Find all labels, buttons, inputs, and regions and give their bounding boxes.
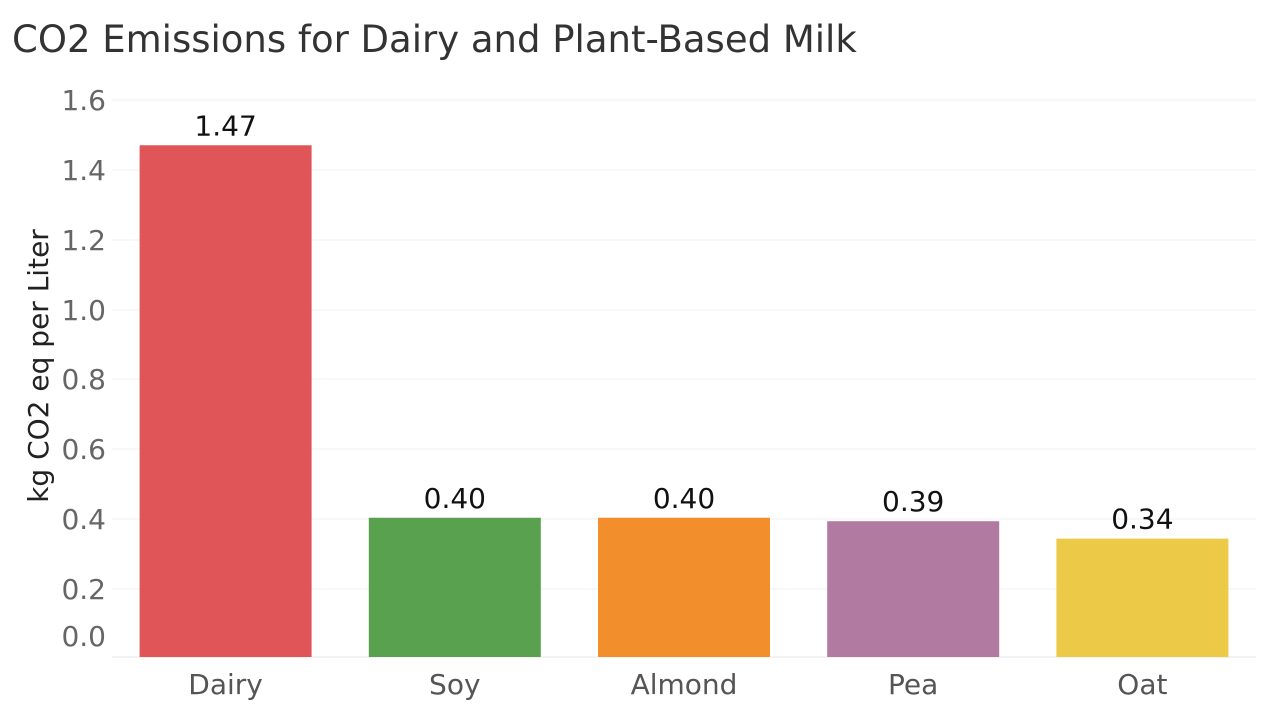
x-category-label-soy: Soy xyxy=(429,668,480,701)
bar-dairy[interactable] xyxy=(139,145,312,657)
x-category-label-dairy: Dairy xyxy=(188,668,263,701)
y-tick-label: 0.0 xyxy=(61,620,106,653)
x-category-label-pea: Pea xyxy=(888,668,938,701)
bar-pea[interactable] xyxy=(827,521,1000,657)
x-category-label-almond: Almond xyxy=(631,668,738,701)
bar-soy[interactable] xyxy=(368,517,541,657)
chart-title: CO2 Emissions for Dairy and Plant-Based … xyxy=(12,18,857,61)
bars xyxy=(139,145,1229,657)
y-tick-label: 1.2 xyxy=(61,224,106,257)
y-tick-label: 0.2 xyxy=(61,573,106,606)
value-label-dairy: 1.47 xyxy=(194,109,256,142)
x-category-label-oat: Oat xyxy=(1117,668,1167,701)
value-label-almond: 0.40 xyxy=(653,482,715,515)
y-tick-label: 0.6 xyxy=(61,433,106,466)
value-label-oat: 0.34 xyxy=(1111,503,1173,536)
bar-almond[interactable] xyxy=(598,517,770,657)
value-labels: 1.47 0.40 0.40 0.39 0.34 xyxy=(194,109,1173,535)
value-label-pea: 0.39 xyxy=(882,485,944,518)
y-tick-label: 1.4 xyxy=(61,154,106,187)
bar-oat[interactable] xyxy=(1056,538,1229,657)
y-tick-label: 0.8 xyxy=(61,363,106,396)
y-tick-label: 1.6 xyxy=(61,84,106,117)
y-tick-label: 1.0 xyxy=(61,294,106,327)
y-tick-label: 0.4 xyxy=(61,503,106,536)
x-axis-categories: Dairy Soy Almond Pea Oat xyxy=(188,668,1167,701)
y-axis-title: kg CO2 eq per Liter xyxy=(22,229,55,503)
value-label-soy: 0.40 xyxy=(424,482,486,515)
y-axis-ticks: 0.0 0.2 0.4 0.6 0.8 1.0 1.2 1.4 1.6 xyxy=(61,84,106,653)
